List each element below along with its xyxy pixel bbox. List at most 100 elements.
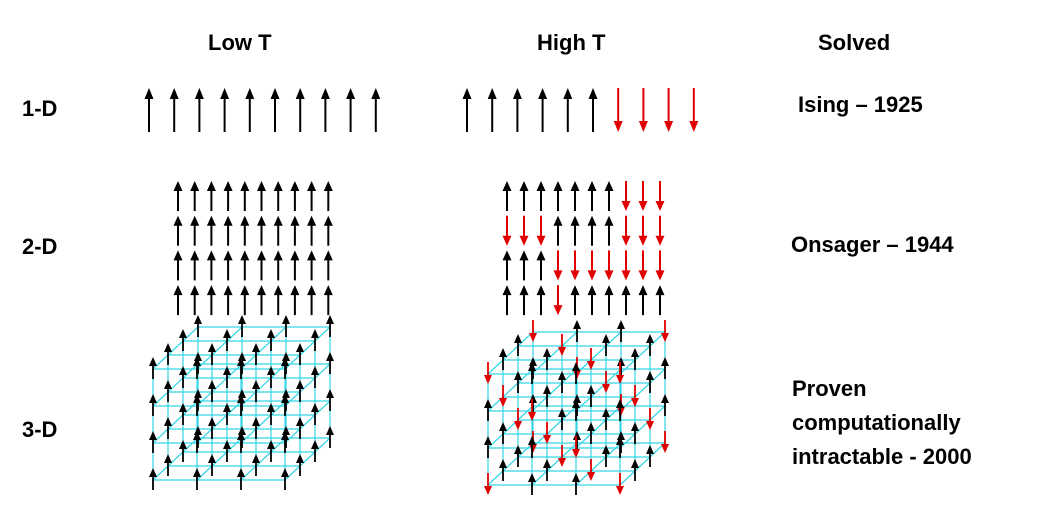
spin-up-arrow [223,215,233,246]
spin-up-arrow [587,285,597,316]
spin-down-arrow [655,215,665,246]
spin-down-arrow [528,399,536,421]
spin-lattice-3d-high-t [484,320,669,495]
spin-up-arrow [164,454,172,476]
spin-up-arrow [173,181,183,211]
spin-down-arrow [664,88,674,132]
spin-down-arrow [661,431,669,453]
spin-up-arrow [587,385,595,407]
spin-up-arrow [179,366,187,388]
spin-down-arrow [484,362,492,384]
spin-up-arrow [543,348,551,370]
spin-up-arrow [514,371,522,393]
spin-up-arrow [307,215,317,246]
spin-up-arrow [570,215,580,246]
header-solved: Solved [818,30,891,55]
spin-up-arrow [499,459,507,481]
spin-up-arrow [169,88,179,132]
spin-up-arrow [237,468,245,490]
spin-down-arrow [613,88,623,132]
spin-down-arrow [621,215,631,246]
spin-up-arrow [273,250,283,281]
spin-up-arrow [502,250,512,281]
spin-up-arrow [223,181,233,211]
spin-up-arrow [536,250,546,281]
spin-up-arrow [281,394,289,416]
spin-up-arrow [519,250,529,281]
spin-up-arrow [499,422,507,444]
spin-down-arrow [638,88,648,132]
spin-down-arrow [553,250,563,281]
spin-up-arrow [621,285,631,316]
spin-up-arrow [193,357,201,379]
spin-up-arrow [273,285,283,316]
spin-up-arrow [528,473,536,495]
spin-chain-1d-low-t [144,88,381,132]
spin-up-arrow [193,394,201,416]
spin-up-arrow [604,181,614,211]
spin-up-arrow [587,181,597,211]
spin-up-arrow [326,315,334,337]
spin-up-arrow [296,343,304,365]
spin-up-arrow [144,88,154,132]
spin-up-arrow [519,285,529,316]
spin-up-arrow [323,285,333,316]
spin-up-arrow [602,408,610,430]
spin-up-arrow [646,445,654,467]
spin-up-arrow [326,352,334,374]
spin-up-arrow [604,285,614,316]
spin-up-arrow [631,459,639,481]
spin-up-arrow [223,285,233,316]
spin-up-arrow [240,285,250,316]
spin-up-arrow [311,403,319,425]
spin-up-arrow [536,285,546,316]
spin-up-arrow [190,181,200,211]
spin-up-arrow [193,431,201,453]
spin-down-arrow [631,385,639,407]
spin-up-arrow [194,315,202,337]
spin-up-arrow [282,315,290,337]
spin-up-arrow [572,473,580,495]
spin-up-arrow [307,250,317,281]
spin-up-arrow [281,468,289,490]
spin-down-arrow [602,371,610,393]
spin-up-arrow [273,215,283,246]
spin-up-arrow [661,357,669,379]
spin-down-arrow [543,422,551,444]
spin-up-arrow [553,181,563,211]
spin-down-arrow [519,215,529,246]
spin-up-arrow [462,88,472,132]
spin-up-arrow [164,380,172,402]
spin-up-arrow [296,380,304,402]
spin-up-arrow [240,250,250,281]
spin-up-arrow [206,250,216,281]
header-low-t: Low T [208,30,272,55]
spin-down-arrow [689,88,699,132]
row-label-2d: 2-D [22,234,58,259]
spin-up-arrow [257,285,266,316]
spin-up-arrow [587,422,595,444]
spin-up-arrow [512,88,522,132]
spin-up-arrow [570,285,580,316]
spin-up-arrow [604,215,614,246]
spin-up-arrow [617,320,625,342]
spin-up-arrow [149,357,157,379]
spin-up-arrow [587,215,597,246]
spin-up-arrow [311,440,319,462]
spin-up-arrow [267,329,275,351]
spin-down-arrow [638,215,648,246]
spin-up-arrow [638,285,648,316]
spin-up-arrow [311,366,319,388]
spin-up-arrow [326,389,334,411]
spin-down-arrow [484,473,492,495]
spin-down-arrow [587,459,595,481]
spin-grid-2d-low-t [173,181,333,316]
spin-up-arrow [558,408,566,430]
spin-grid-2d-high-t [502,181,665,316]
spin-up-arrow [323,215,333,246]
spin-up-arrow [499,348,507,370]
spin-up-arrow [631,422,639,444]
spin-up-arrow [245,88,255,132]
spin-up-arrow [190,215,200,246]
spin-up-arrow [631,348,639,370]
